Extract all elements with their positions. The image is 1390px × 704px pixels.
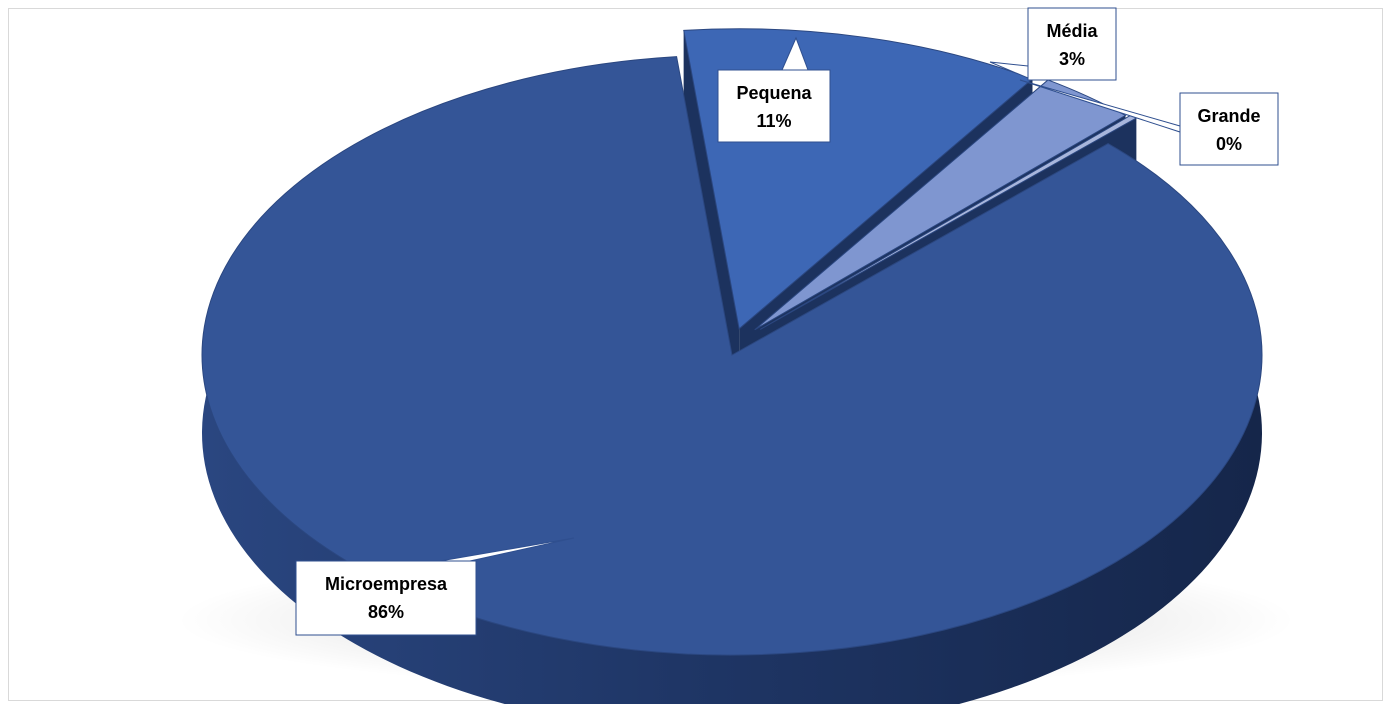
data-label-mdia: Média 3%: [989, 7, 1117, 81]
label-category: Média: [1046, 21, 1098, 41]
callout-box: [1027, 7, 1117, 81]
pie-slice-microempresa: [201, 56, 1263, 656]
data-label-pequena: Pequena 11%: [717, 36, 831, 143]
label-percent: 11%: [756, 111, 791, 131]
label-percent: 3%: [1059, 49, 1085, 69]
pie-wall-pequena-0: [683, 30, 740, 407]
label-percent: 0%: [1216, 134, 1242, 154]
label-category: Microempresa: [325, 574, 448, 594]
label-category: Pequena: [736, 83, 812, 103]
label-percent: 86%: [368, 602, 404, 622]
data-label-microempresa: Microempresa 86%: [295, 537, 575, 636]
label-category: Grande: [1197, 106, 1260, 126]
callout-box: [717, 69, 831, 143]
data-label-grande: Grande 0%: [1019, 79, 1279, 166]
callout-box: [1179, 92, 1279, 166]
callout-box: [295, 560, 477, 636]
